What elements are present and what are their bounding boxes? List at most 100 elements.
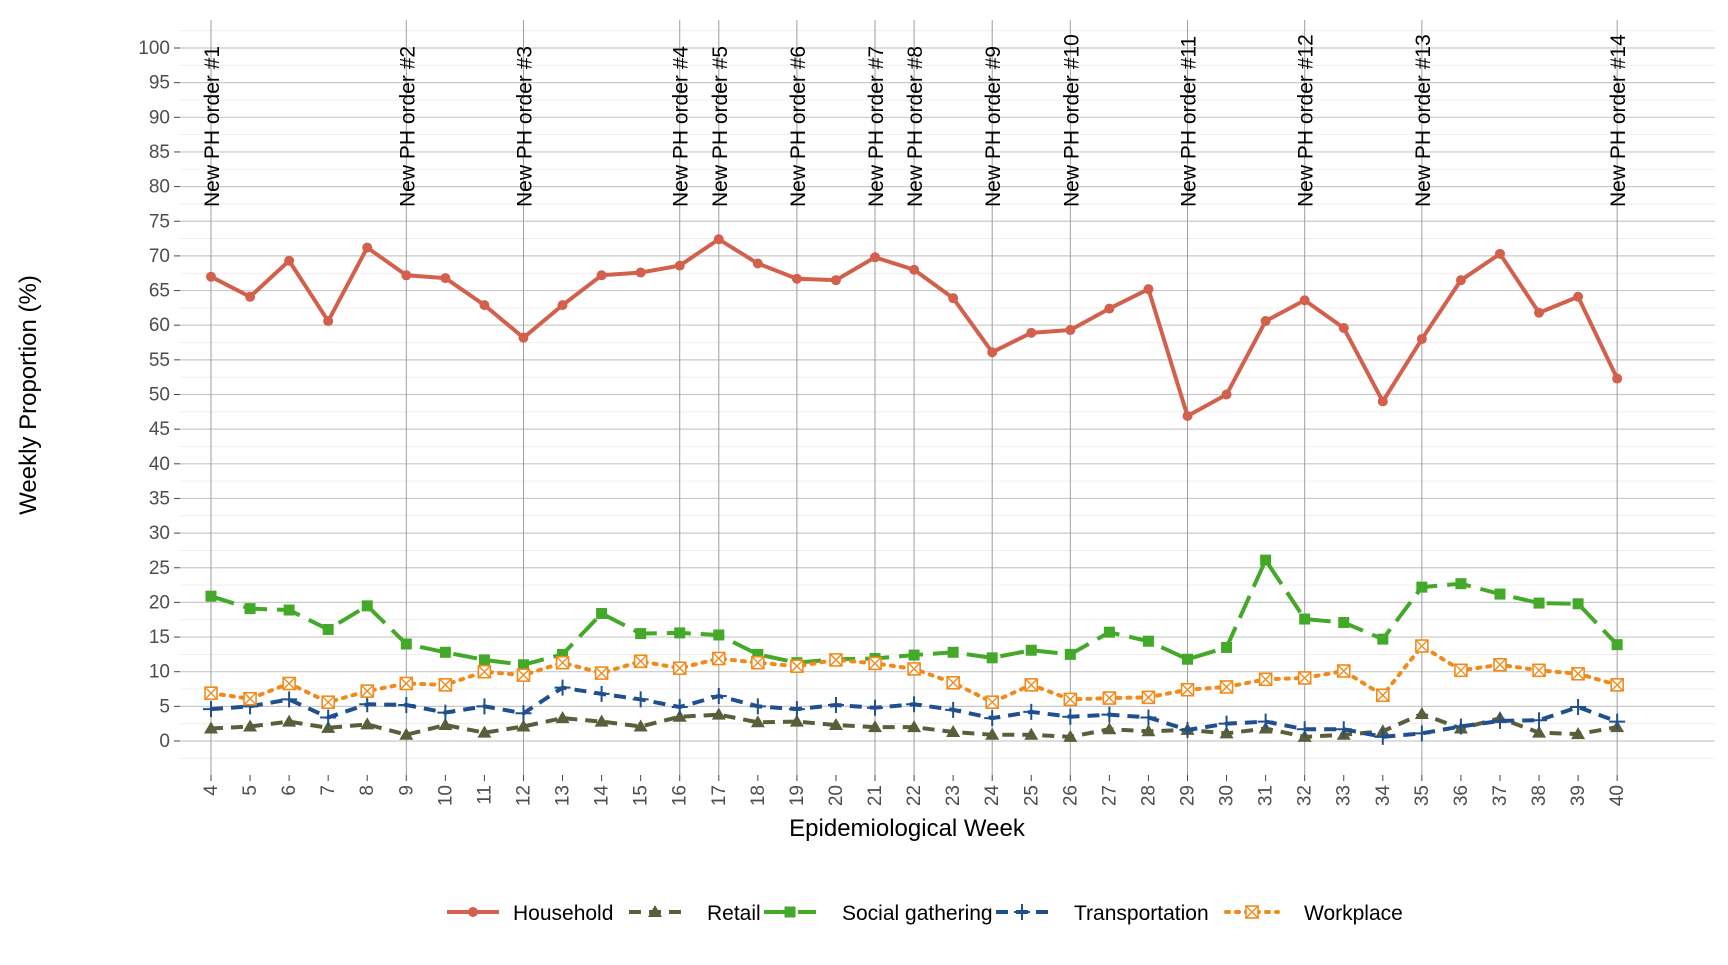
data-point — [1571, 727, 1586, 740]
y-tick-label: 60 — [149, 315, 170, 336]
data-point — [1219, 726, 1234, 739]
x-tick-label: 26 — [1060, 785, 1081, 806]
ph-order-label: New PH order #5 — [709, 46, 732, 207]
x-tick-label: 38 — [1529, 785, 1550, 806]
data-point — [752, 258, 763, 269]
data-point — [908, 649, 920, 661]
data-point — [1610, 678, 1624, 692]
data-point — [635, 628, 647, 640]
data-point — [517, 659, 529, 671]
data-point — [557, 648, 569, 660]
data-point — [672, 661, 687, 676]
data-point — [478, 654, 490, 666]
legend-item-social-gathering: Social gathering — [764, 902, 993, 925]
x-tick-label: 13 — [553, 785, 574, 806]
data-point — [439, 646, 451, 658]
x-tick-label: 37 — [1490, 785, 1511, 806]
data-point — [398, 696, 415, 713]
data-point — [594, 666, 609, 680]
data-point-cross — [1102, 691, 1116, 705]
data-point — [321, 695, 335, 709]
data-point — [752, 648, 764, 660]
data-point — [1221, 389, 1232, 400]
data-point — [1297, 671, 1312, 685]
legend-item-transportation: Transportation — [996, 902, 1209, 925]
x-tick-label: 39 — [1568, 785, 1589, 806]
ph-order-label: New PH order #6 — [787, 46, 810, 207]
x-tick-label: 31 — [1256, 785, 1277, 806]
data-point-cross — [907, 662, 921, 676]
y-tick-label: 35 — [149, 488, 170, 509]
y-tick-label: 20 — [149, 592, 170, 613]
data-point — [784, 906, 796, 918]
data-point — [515, 705, 532, 722]
data-point — [555, 655, 570, 670]
data-point — [1455, 275, 1466, 286]
data-point — [282, 714, 297, 727]
x-tick-label: 24 — [982, 785, 1003, 807]
series-workplace — [204, 639, 1624, 709]
data-point — [987, 347, 998, 358]
data-point — [362, 242, 373, 253]
data-point — [1102, 691, 1117, 705]
data-point — [281, 691, 298, 708]
x-tick-label: 29 — [1178, 785, 1199, 806]
x-axis-title: Epidemiological Week — [789, 815, 1026, 842]
data-point — [440, 273, 451, 284]
data-point-cross — [1024, 678, 1038, 692]
data-point — [947, 646, 959, 658]
data-point — [829, 653, 843, 667]
x-tick-label: 30 — [1217, 785, 1238, 806]
data-point — [1572, 598, 1584, 610]
legend-item-workplace: Workplace — [1224, 902, 1403, 925]
data-point-cross — [712, 652, 726, 666]
legend-item-retail: Retail — [629, 902, 761, 925]
data-point — [477, 664, 492, 679]
data-point — [1338, 616, 1350, 628]
data-point — [204, 686, 218, 700]
data-point — [468, 907, 478, 917]
data-point — [1182, 653, 1193, 665]
data-point — [1491, 712, 1508, 729]
data-point — [1219, 680, 1234, 694]
data-point — [399, 676, 414, 691]
data-point-cross — [1063, 692, 1077, 706]
data-point — [243, 691, 257, 706]
data-point — [1063, 692, 1078, 707]
x-tick-label: 19 — [787, 785, 808, 806]
data-point — [282, 676, 296, 691]
data-point — [1532, 663, 1546, 678]
data-point — [1609, 713, 1626, 730]
data-point — [1026, 327, 1037, 338]
data-point — [1260, 316, 1271, 327]
data-point — [245, 291, 256, 302]
x-tick-label: 40 — [1607, 785, 1628, 806]
y-tick-label: 0 — [159, 731, 170, 752]
data-point — [710, 687, 727, 704]
data-point — [750, 715, 765, 728]
data-point — [320, 709, 337, 726]
data-point — [284, 255, 295, 266]
data-point-cross — [790, 659, 804, 673]
data-point — [1023, 703, 1040, 720]
data-point — [945, 701, 962, 718]
series-household — [206, 234, 1623, 421]
y-tick-label: 50 — [149, 385, 170, 406]
data-point — [1102, 722, 1117, 735]
data-point — [476, 698, 493, 715]
data-point — [1062, 708, 1079, 725]
data-point — [1260, 554, 1272, 566]
data-point — [1531, 712, 1548, 729]
data-point — [1494, 588, 1506, 600]
data-point-cross — [1220, 680, 1234, 694]
x-tick-label: 15 — [631, 785, 652, 806]
series — [203, 234, 1626, 745]
data-point — [635, 267, 646, 278]
data-point — [1103, 626, 1115, 638]
series-social-gathering — [205, 554, 1623, 671]
x-tick-label: 33 — [1334, 785, 1355, 806]
data-point — [1063, 729, 1078, 742]
data-point — [789, 714, 804, 727]
data-point — [438, 718, 453, 731]
data-point — [1570, 699, 1587, 716]
